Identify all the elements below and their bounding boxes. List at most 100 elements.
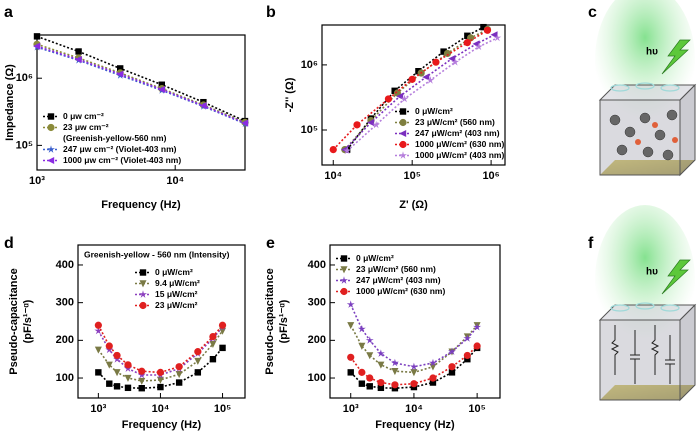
marker bbox=[372, 120, 381, 129]
legend-label: 1000 μw cm⁻² (Violet-403 nm) bbox=[63, 155, 181, 165]
legend-marker bbox=[399, 151, 407, 159]
y-axis-title: Pseudo-capacitance bbox=[264, 268, 276, 374]
marker bbox=[156, 376, 164, 384]
y-tick-label: 400 bbox=[56, 259, 74, 271]
legend-label: 23 μW/cm² (560 nm) bbox=[356, 264, 436, 274]
x-axis-title: Frequency (Hz) bbox=[375, 419, 455, 431]
marker bbox=[376, 349, 385, 357]
series-line bbox=[350, 345, 478, 386]
marker bbox=[493, 33, 502, 42]
panel-letter: c bbox=[588, 4, 597, 21]
series-line bbox=[349, 324, 478, 374]
x-tick-label: 10⁶ bbox=[482, 170, 499, 182]
panel-letter: a bbox=[4, 4, 13, 21]
marker bbox=[33, 42, 41, 50]
legend-label: (Greenish-yellow-560 nm) bbox=[63, 133, 167, 143]
marker bbox=[105, 361, 113, 369]
y-tick-label: 10⁵ bbox=[16, 139, 33, 151]
marker bbox=[483, 26, 492, 34]
legend-label: 0 μW/cm² bbox=[415, 106, 453, 116]
marker bbox=[156, 368, 165, 376]
marker bbox=[365, 336, 374, 344]
marker bbox=[448, 347, 456, 355]
marker bbox=[473, 323, 482, 331]
legend-label: 1000 μW/cm² (630 nm) bbox=[415, 139, 504, 149]
marker bbox=[113, 351, 121, 360]
marker bbox=[400, 94, 409, 103]
marker bbox=[124, 384, 132, 392]
panel-letter: e bbox=[266, 235, 275, 252]
legend-marker bbox=[139, 269, 147, 276]
marker bbox=[464, 32, 471, 39]
marker bbox=[432, 58, 440, 66]
panel-letter: d bbox=[4, 235, 14, 252]
legend-marker bbox=[47, 113, 55, 120]
legend-label: 247 μw cm⁻² (Violet-403 nm) bbox=[63, 144, 177, 154]
photon-label: hυ bbox=[646, 47, 658, 58]
x-tick-label: 10⁴ bbox=[166, 175, 184, 187]
marker bbox=[94, 321, 102, 329]
series-line bbox=[97, 347, 224, 390]
legend-label: 23 μw cm⁻² bbox=[63, 122, 109, 132]
legend-marker bbox=[340, 266, 348, 274]
marker bbox=[464, 355, 471, 363]
marker bbox=[358, 380, 366, 387]
y-tick-label: 200 bbox=[308, 334, 326, 346]
legend-label: 23 μW/cm² (560 nm) bbox=[415, 117, 495, 127]
series-line bbox=[97, 330, 224, 382]
x-axis-title: Z' (Ω) bbox=[399, 199, 428, 211]
marker bbox=[443, 49, 452, 58]
marker bbox=[429, 358, 437, 367]
legend-marker bbox=[47, 145, 55, 153]
marker bbox=[422, 73, 430, 81]
marker bbox=[158, 81, 165, 88]
y-axis-title: -Z'' (Ω) bbox=[284, 77, 296, 112]
marker bbox=[429, 374, 437, 382]
marker bbox=[347, 322, 355, 330]
series-line bbox=[36, 45, 246, 124]
y-tick-label: 10⁶ bbox=[301, 59, 318, 71]
legend-marker bbox=[399, 118, 407, 127]
legend-marker bbox=[340, 287, 348, 296]
y-axis-title: Pseudo-capacitance bbox=[8, 268, 20, 374]
marker bbox=[175, 371, 183, 379]
legend-marker bbox=[139, 290, 147, 298]
marker bbox=[410, 362, 418, 371]
legend-marker bbox=[399, 140, 407, 149]
legend-label: 1000 μW/cm² (403 nm) bbox=[415, 150, 504, 160]
x-tick-label: 10⁴ bbox=[324, 170, 342, 182]
legend-label: 0 μW/cm² bbox=[155, 267, 193, 277]
legend-label: 9.4 μW/cm² bbox=[155, 278, 200, 288]
y-tick-label: 200 bbox=[56, 334, 74, 346]
legend-label: 0 μW/cm² bbox=[356, 253, 394, 263]
y-tick-label: 10⁶ bbox=[16, 72, 33, 84]
legend-marker bbox=[139, 280, 147, 288]
marker bbox=[113, 383, 121, 390]
marker bbox=[377, 378, 385, 387]
marker bbox=[175, 379, 183, 386]
legend-marker bbox=[399, 108, 407, 115]
annotation: Greenish-yellow - 560 nm (Intensity) bbox=[84, 249, 230, 259]
y-axis-title: Impedance (Ω) bbox=[4, 64, 16, 141]
y-axis-title: (pF/s¹⁻ᵅ) bbox=[278, 299, 290, 343]
marker bbox=[329, 145, 337, 154]
marker bbox=[194, 357, 202, 365]
marker bbox=[74, 55, 82, 64]
legend-marker bbox=[47, 123, 55, 132]
marker bbox=[357, 324, 366, 333]
plot-frame bbox=[329, 244, 501, 399]
marker bbox=[75, 48, 82, 55]
marker bbox=[347, 369, 354, 376]
marker bbox=[138, 367, 146, 375]
series-line bbox=[36, 35, 246, 122]
series-line bbox=[97, 324, 224, 374]
marker bbox=[366, 352, 374, 360]
panel-letter: b bbox=[266, 4, 276, 21]
marker bbox=[473, 342, 481, 350]
legend-label: 23 μW/cm² bbox=[155, 300, 198, 310]
marker bbox=[429, 379, 437, 386]
x-tick-label: 10⁵ bbox=[214, 403, 231, 415]
y-axis-title: (pF/s¹⁻ᵅ) bbox=[22, 299, 34, 343]
marker bbox=[410, 369, 418, 377]
